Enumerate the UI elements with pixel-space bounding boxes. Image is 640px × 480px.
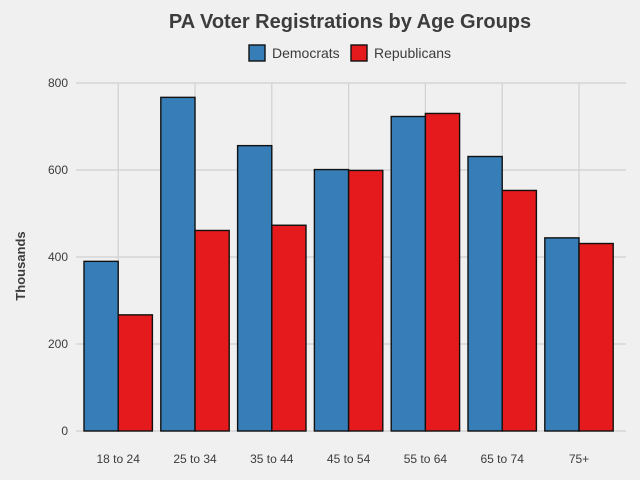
bar-republicans-1: 25 to 34: 461: [194, 229, 230, 432]
y-tick-label-1: 200: [48, 337, 68, 351]
bar-democrats-4: 55 to 64: 723: [390, 115, 427, 432]
y-tick-label-4: 800: [48, 76, 68, 90]
bars: 18 to 24: 390 25 to 34: 767 35 to 44: 656 4…: [83, 96, 614, 432]
x-tick-label-0: 18 to 24: [97, 452, 141, 466]
y-tick-label-2: 400: [48, 250, 68, 264]
chart-title: PA Voter Registrations by Age Groups: [169, 11, 531, 33]
bar-democrats-2: 35 to 44: 656: [236, 144, 273, 432]
x-tick-label-2: 35 to 44: [250, 452, 294, 466]
x-tick-label-5: 65 to 74: [481, 452, 525, 466]
bar-republicans-3: 45 to 54: 599: [347, 169, 384, 432]
bar-republicans-6: 75+: 431: [578, 242, 614, 432]
bar-democrats-3: 45 to 54: 601: [313, 168, 350, 432]
x-tick-label-3: 45 to 54: [327, 452, 371, 466]
x-tick-label-4: 55 to 64: [404, 452, 448, 466]
legend-swatch-democrats: [248, 44, 266, 62]
y-tick-label-0: 0: [61, 424, 68, 438]
bar-democrats-6: 75+: 444: [544, 237, 580, 432]
bar-republicans-0: 18 to 24: 267: [117, 314, 154, 432]
x-tick-label-1: 25 to 34: [173, 452, 217, 466]
legend-label-republicans: Republicans: [374, 45, 451, 61]
legend-label-democrats: Democrats: [272, 45, 340, 61]
y-axis-label: Thousands: [13, 231, 28, 300]
bar-republicans-4: 55 to 64: 730: [424, 112, 461, 432]
legend: Democrats Republicans: [248, 44, 451, 62]
bar-democrats-1: 25 to 34: 767: [160, 96, 196, 432]
bar-democrats-5: 65 to 74: 631: [467, 155, 503, 432]
bar-republicans-5: 65 to 74: 553: [501, 189, 538, 432]
x-tick-label-6: 75+: [569, 452, 589, 466]
bar-democrats-0: 18 to 24: 390: [83, 260, 119, 432]
x-tick-labels: 18 to 24 25 to 34 35 to 44 45 to 54 55 to 64…: [97, 452, 590, 466]
y-tick-label-3: 600: [48, 163, 68, 177]
bar-republicans-2: 35 to 44: 473: [271, 224, 307, 432]
y-tick-labels: 0 200 400 600 800: [48, 76, 68, 438]
legend-swatch-republicans: [350, 44, 368, 62]
